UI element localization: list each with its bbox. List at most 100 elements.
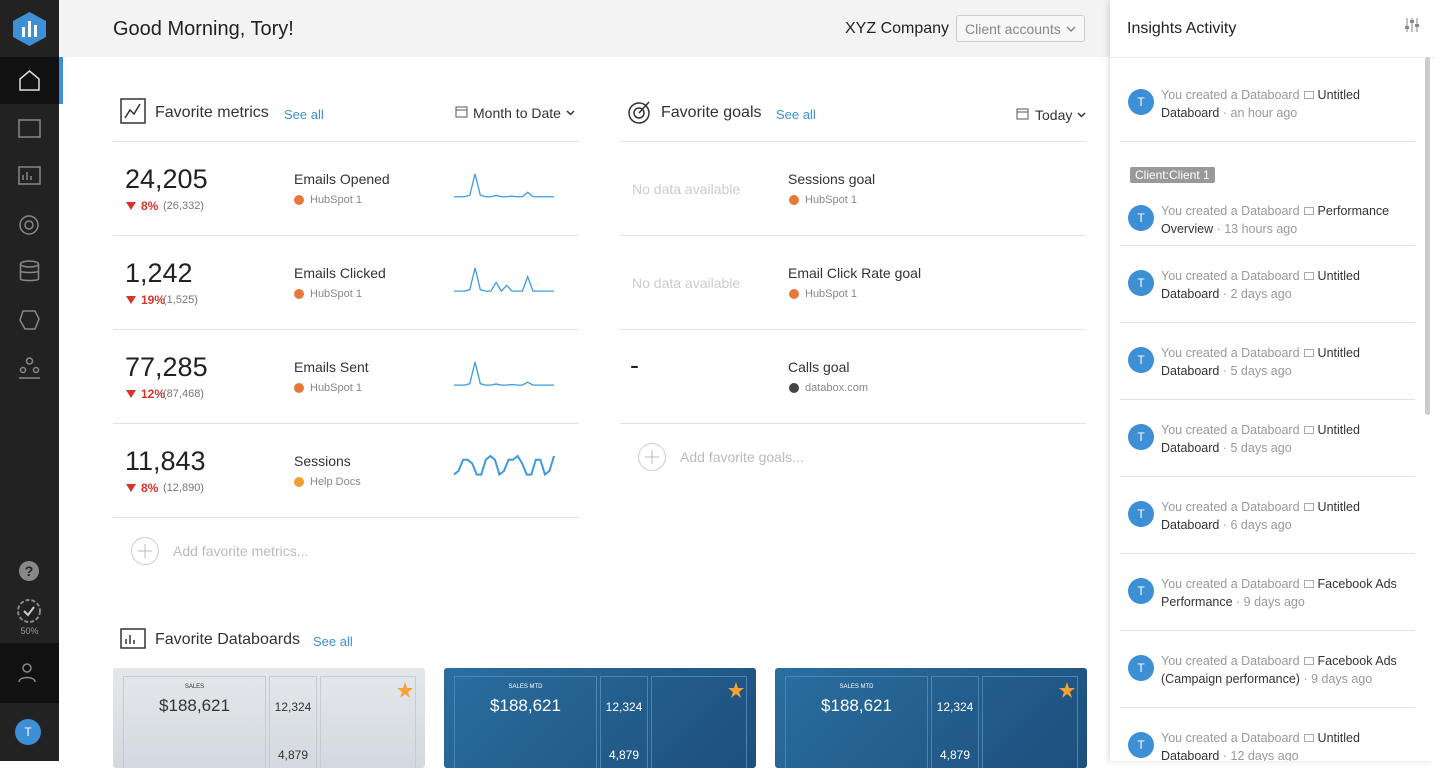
plus-icon xyxy=(645,450,659,464)
activity-databoard[interactable]: Untitled Databoard xyxy=(1161,346,1360,378)
card-users: 12,324 xyxy=(936,700,974,714)
active-indicator xyxy=(59,57,63,104)
metric-value: 1,242 xyxy=(125,258,193,288)
metric-previous: (26,332) xyxy=(163,200,204,212)
activity-databoard[interactable]: Untitled Databoard xyxy=(1161,269,1360,301)
card-panel xyxy=(651,676,747,768)
databoard-card[interactable]: SALES MTD $188,621 12,324 4,879 xyxy=(444,668,756,768)
card-panel xyxy=(123,676,266,768)
nav-goals[interactable] xyxy=(17,211,42,236)
company: XYZ Company xyxy=(845,20,950,37)
user-avatar[interactable]: T xyxy=(15,719,41,745)
switch-icon[interactable] xyxy=(17,660,42,685)
card-panel xyxy=(320,676,416,768)
metric-change: 8% xyxy=(141,199,159,213)
add-circle xyxy=(131,537,159,565)
goals-period[interactable]: Today xyxy=(1035,107,1073,123)
scrollbar[interactable] xyxy=(1425,57,1430,415)
metric-source: HubSpot 1 xyxy=(310,288,362,300)
activity-avatar: T xyxy=(1128,205,1154,231)
metric-name: Emails Opened xyxy=(294,171,390,187)
nav-alerts[interactable] xyxy=(17,307,42,332)
activity-databoard[interactable]: Untitled Databoard xyxy=(1161,88,1360,120)
activity-avatar: T xyxy=(1128,578,1154,604)
nav-home-active[interactable] xyxy=(0,57,59,104)
sparkline xyxy=(454,267,554,293)
activity-databoard[interactable]: Untitled Databoard xyxy=(1161,423,1360,455)
activity-databoard[interactable]: Facebook Ads Performance xyxy=(1161,577,1397,609)
activity-text: You created a Databoard Untitled Databoar… xyxy=(1161,86,1411,122)
progress-icon[interactable] xyxy=(16,598,42,624)
source-dot xyxy=(294,289,304,299)
nav-home[interactable] xyxy=(17,68,42,93)
card-star xyxy=(397,682,413,698)
sparkline xyxy=(454,173,554,198)
activity-databoard[interactable]: Facebook Ads (Campaign performance) xyxy=(1161,654,1397,686)
metric-change: 8% xyxy=(141,481,159,495)
metric-row: 11,843 8% (12,890) Sessions Help Docs xyxy=(113,424,579,518)
metric-value: 24,205 xyxy=(125,164,208,194)
add-circle xyxy=(638,443,666,471)
activity-text: You created a Databoard Untitled Databoar… xyxy=(1161,344,1411,380)
activity-text: You created a Databoard Untitled Databoar… xyxy=(1161,421,1411,457)
activity-prefix: You created a Databoard xyxy=(1161,500,1300,514)
activity-time: · 6 days ago xyxy=(1222,518,1292,532)
metric-row: 1,242 19% (1,525) Emails Clicked HubSpot 1 xyxy=(113,236,579,330)
header: Good Morning, Tory! XYZ Company Client a… xyxy=(59,0,1110,57)
goal-row: No data available Email Click Rate goal Hu… xyxy=(620,236,1086,330)
activity-databoard[interactable]: Performance Overview xyxy=(1161,204,1390,236)
goal-source: databox.com xyxy=(805,382,868,394)
nav-databoards[interactable] xyxy=(17,163,42,188)
databoards-see-all[interactable]: See all xyxy=(313,634,353,649)
databoard-card[interactable]: SALES $188,621 12,324 4,879 xyxy=(113,668,425,768)
goal-name: Calls goal xyxy=(788,359,850,375)
databoards-title: Favorite Databoards xyxy=(155,631,300,648)
sparkline xyxy=(454,361,554,386)
switch-account[interactable] xyxy=(0,643,59,703)
card-value: $188,621 xyxy=(821,696,892,715)
activity-avatar: T xyxy=(1128,732,1154,758)
activity-item: T You created a Databoard Untitled Databoa… xyxy=(1120,708,1415,761)
activity-text: You created a Databoard Untitled Databoar… xyxy=(1161,498,1411,534)
nav-users[interactable] xyxy=(17,355,42,380)
metric-change: 12% xyxy=(141,387,166,401)
calendar-icon xyxy=(1016,108,1029,120)
databoard-icon xyxy=(1303,503,1314,511)
source-dot xyxy=(294,195,304,205)
nav-data[interactable] xyxy=(17,259,42,284)
calendar-icon xyxy=(455,106,468,118)
databoard-card[interactable]: SALES MTD $188,621 12,324 4,879 xyxy=(775,668,1087,768)
activity-item: T You created a Databoard Untitled Databoa… xyxy=(1120,477,1415,554)
card-value: $188,621 xyxy=(159,696,230,715)
activity-time: · 9 days ago xyxy=(1236,595,1305,609)
activity-text: You created a Databoard Untitled Databoar… xyxy=(1161,267,1411,303)
goals-see-all[interactable]: See all xyxy=(776,107,816,122)
change-arrow xyxy=(126,390,136,398)
metrics-see-all[interactable]: See all xyxy=(284,107,324,122)
sparkline-line xyxy=(453,454,555,477)
activity-time: · an hour ago xyxy=(1222,106,1298,120)
databoard-icon xyxy=(1303,657,1314,665)
filter-icon[interactable] xyxy=(1404,17,1420,33)
client-accounts[interactable]: Client accounts xyxy=(956,15,1085,42)
activity-databoard[interactable]: Untitled Databoard xyxy=(1161,731,1360,761)
activity-item: Client:Client 1 T You created a Databoard P… xyxy=(1120,142,1415,246)
sparkline-line xyxy=(454,267,554,293)
activity-text: You created a Databoard Facebook Ads Perf… xyxy=(1161,575,1411,611)
activity-time: · 5 days ago xyxy=(1222,364,1292,378)
metrics-period[interactable]: Month to Date xyxy=(473,105,561,121)
help-icon[interactable]: ? xyxy=(18,560,40,582)
metric-previous: (12,890) xyxy=(163,482,204,494)
activity-avatar: T xyxy=(1128,270,1154,296)
nav-metrics[interactable] xyxy=(17,116,42,141)
svg-text:?: ? xyxy=(25,563,34,579)
activity-item: T You created a Databoard Untitled Databoa… xyxy=(1120,400,1415,477)
metric-row: 24,205 8% (26,332) Emails Opened HubSpot 1 xyxy=(113,142,579,236)
card-value: $188,621 xyxy=(490,696,561,715)
activity-text: You created a Databoard Untitled Databoar… xyxy=(1161,729,1411,761)
card-label: SALES MTD xyxy=(839,684,874,690)
activity-prefix: You created a Databoard xyxy=(1161,204,1300,218)
source-dot xyxy=(789,195,799,205)
activity-databoard[interactable]: Untitled Databoard xyxy=(1161,500,1360,532)
